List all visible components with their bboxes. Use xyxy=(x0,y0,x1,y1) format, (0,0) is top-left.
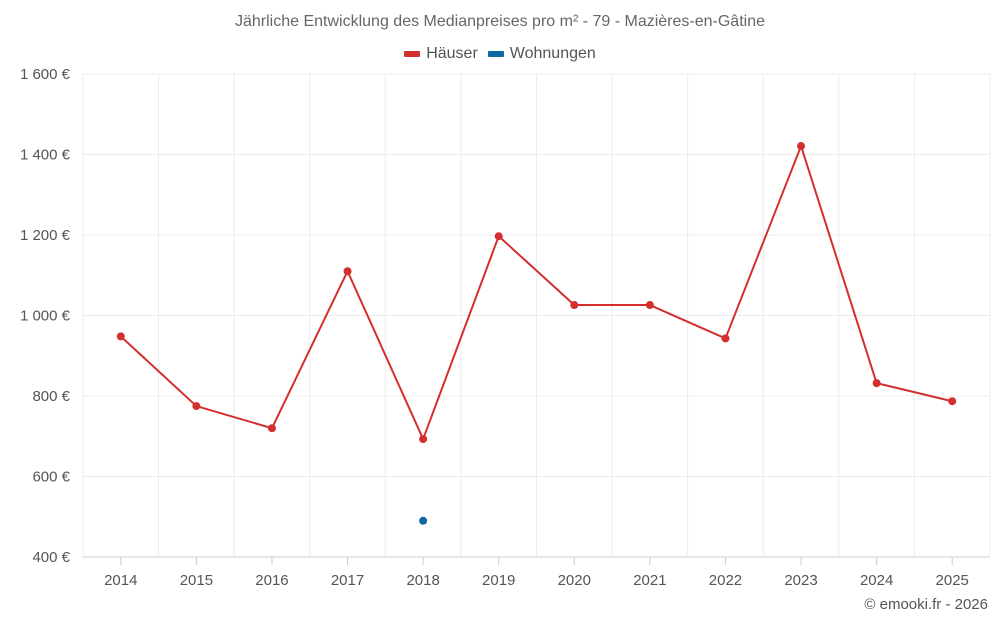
x-tick-label: 2023 xyxy=(784,572,817,589)
y-tick-label: 1 600 € xyxy=(20,66,71,83)
y-tick-label: 1 400 € xyxy=(20,147,71,164)
x-tick-label: 2024 xyxy=(860,572,893,589)
data-point-haeuser[interactable] xyxy=(645,301,654,310)
data-point-haeuser[interactable] xyxy=(570,301,579,310)
y-tick-label: 1 200 € xyxy=(20,227,71,244)
x-tick-label: 2018 xyxy=(406,572,439,589)
x-tick-label: 2021 xyxy=(633,572,666,589)
legend-item-haeuser[interactable]: Häuser xyxy=(404,45,478,63)
data-point-haeuser[interactable] xyxy=(419,435,428,444)
data-point-haeuser[interactable] xyxy=(872,379,881,388)
legend-item-wohnungen[interactable]: Wohnungen xyxy=(487,45,596,63)
legend-label-haeuser: Häuser xyxy=(426,45,478,62)
x-tick-label: 2022 xyxy=(709,572,742,589)
x-tick-label: 2015 xyxy=(180,572,213,589)
chart-legend: Häuser Wohnungen xyxy=(0,45,1000,63)
data-point-haeuser[interactable] xyxy=(343,267,352,276)
series-line-haeuser xyxy=(120,145,953,441)
y-tick-label: 800 € xyxy=(32,388,70,405)
y-tick-label: 1 000 € xyxy=(20,308,71,325)
data-point-haeuser[interactable] xyxy=(494,232,503,241)
y-tick-label: 400 € xyxy=(32,549,70,566)
x-tick-label: 2020 xyxy=(558,572,591,589)
data-point-haeuser[interactable] xyxy=(797,142,806,151)
x-tick-label: 2025 xyxy=(936,572,969,589)
legend-swatch-wohnungen xyxy=(487,51,504,57)
x-tick-label: 2014 xyxy=(104,572,137,589)
x-tick-label: 2019 xyxy=(482,572,515,589)
data-point-haeuser[interactable] xyxy=(721,334,730,343)
y-tick-label: 600 € xyxy=(32,469,70,486)
data-point-haeuser[interactable] xyxy=(192,402,201,411)
x-tick-label: 2017 xyxy=(331,572,364,589)
data-point-wohnungen[interactable] xyxy=(419,516,428,525)
data-point-haeuser[interactable] xyxy=(116,332,125,341)
data-point-haeuser[interactable] xyxy=(948,397,957,406)
legend-swatch-haeuser xyxy=(404,51,421,57)
legend-label-wohnungen: Wohnungen xyxy=(509,45,596,62)
x-tick-label: 2016 xyxy=(255,572,288,589)
chart-title: Jährliche Entwicklung des Medianpreises … xyxy=(235,13,765,30)
data-point-haeuser[interactable] xyxy=(267,424,276,433)
copyright-notice: © emooki.fr - 2026 xyxy=(864,596,988,613)
